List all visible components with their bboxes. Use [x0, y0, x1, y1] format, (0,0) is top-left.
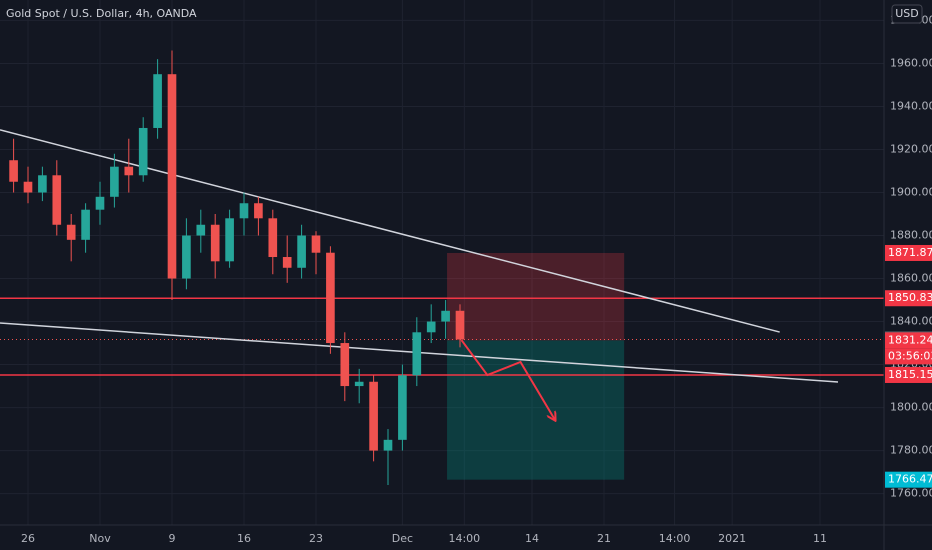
candle-body	[268, 218, 278, 258]
forecast-arrow	[460, 339, 555, 420]
y-tick-label: 1940.000	[890, 99, 932, 112]
candle-body	[138, 127, 148, 176]
candle-body	[455, 310, 465, 340]
candle-body	[369, 381, 378, 451]
x-tick-label: 9	[168, 532, 175, 545]
y-tick-label: 1860.000	[890, 272, 932, 285]
y-tick-label: 1800.000	[890, 401, 932, 414]
price-tag-box	[885, 366, 932, 383]
x-tick-label: 11	[813, 532, 827, 545]
candle-body	[23, 181, 33, 193]
x-tick-label: 16	[237, 532, 251, 545]
candle-body	[225, 218, 234, 262]
candle-body	[110, 166, 119, 197]
plot-area	[0, 0, 884, 525]
candle-body	[254, 203, 263, 219]
price-tag-box	[885, 471, 932, 488]
risk-zone	[447, 252, 625, 341]
countdown: 03:56:03	[888, 349, 932, 362]
candle-body	[66, 224, 76, 240]
x-tick-label: 26	[21, 532, 35, 545]
candle-body	[196, 224, 206, 236]
reward-zone	[447, 340, 625, 480]
price-tag-label: 1871.877	[888, 246, 932, 259]
candle-body	[311, 235, 321, 253]
y-tick-label: 1880.000	[890, 229, 932, 242]
y-tick-label: 1920.000	[890, 142, 932, 155]
candle-body	[210, 224, 220, 262]
y-tick-label: 1780.000	[890, 444, 932, 457]
currency[interactable]: USD	[895, 7, 919, 20]
candle-body	[297, 235, 306, 268]
currency-box[interactable]	[891, 4, 923, 24]
x-tick-label: Nov	[89, 532, 111, 545]
candle-body	[95, 196, 105, 210]
x-tick-label: 14	[525, 532, 539, 545]
price-tag-box	[885, 290, 932, 307]
price-tag: 1850.834	[885, 290, 932, 307]
x-tick-label: 23	[309, 532, 323, 545]
candle-body	[52, 175, 62, 225]
y-tick-label: 1960.000	[890, 56, 932, 69]
candle-body	[124, 166, 134, 176]
candle-body	[398, 375, 407, 440]
candle-body	[426, 321, 436, 333]
candle-body	[38, 175, 47, 193]
x-tick-label: 14:00	[448, 532, 480, 545]
candle-body	[383, 439, 393, 451]
price-tag: 1871.877	[885, 244, 932, 261]
countdown-box	[885, 348, 932, 365]
price-tag-label: 1815.154	[888, 368, 932, 381]
price-tag: 1831.240 03:56:03	[885, 332, 932, 365]
y-tick-label: 1900.000	[890, 185, 932, 198]
candle-body	[81, 209, 90, 240]
candle-body	[153, 74, 162, 128]
candle-body	[239, 203, 249, 219]
candle-body	[167, 74, 177, 279]
price-tag-label: 1831.240	[888, 333, 932, 346]
x-tick-label: 21	[597, 532, 611, 545]
y-tick-label: 1840.000	[890, 315, 932, 328]
price-tag-label: 1766.470	[888, 473, 932, 486]
x-tick-label: Dec	[392, 532, 413, 545]
price-tag-label: 1850.834	[888, 291, 932, 304]
candle-body	[441, 310, 450, 322]
y-tick-label: 1760.000	[890, 487, 932, 500]
x-tick-label: 2021	[718, 532, 746, 545]
price-tag-box	[885, 244, 932, 261]
candle-body	[282, 257, 292, 268]
candle-body	[340, 343, 350, 387]
trendline	[0, 129, 780, 333]
x-tick-label: 14:00	[659, 532, 691, 545]
price-tag: 1815.154	[885, 366, 932, 383]
candle-body	[326, 252, 335, 344]
candle-body	[9, 160, 18, 182]
price-tag-box	[885, 332, 932, 349]
candle-body	[182, 235, 191, 279]
price-tag: 1766.470	[885, 471, 932, 488]
candle-body	[354, 381, 364, 387]
chart-title: Gold Spot / U.S. Dollar, 4h, OANDA	[6, 7, 197, 20]
candle-body	[412, 332, 422, 376]
